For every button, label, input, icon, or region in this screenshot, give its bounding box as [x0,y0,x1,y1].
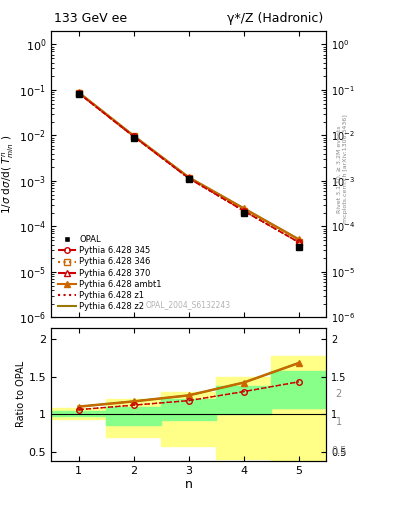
Y-axis label: 1/$\sigma$ d$\sigma$/d( $T^n_{min}$ ): 1/$\sigma$ d$\sigma$/d( $T^n_{min}$ ) [1,135,16,214]
Legend: OPAL, Pythia 6.428 345, Pythia 6.428 346, Pythia 6.428 370, Pythia 6.428 ambt1, : OPAL, Pythia 6.428 345, Pythia 6.428 346… [55,233,164,313]
Text: 133 GeV ee: 133 GeV ee [54,12,127,25]
X-axis label: n: n [185,478,193,492]
Text: Rivet 3.1.10, ≥ 3.2M events: Rivet 3.1.10, ≥ 3.2M events [336,125,341,213]
Text: 2: 2 [336,389,342,399]
Y-axis label: Ratio to OPAL: Ratio to OPAL [16,361,26,428]
Text: 1: 1 [336,417,342,428]
Text: 0.5: 0.5 [331,445,347,456]
Text: OPAL_2004_S6132243: OPAL_2004_S6132243 [146,300,231,309]
Text: mcplots.cern.ch [arXiv:1306.3436]: mcplots.cern.ch [arXiv:1306.3436] [343,115,348,223]
Text: γ*/Z (Hadronic): γ*/Z (Hadronic) [227,12,323,25]
